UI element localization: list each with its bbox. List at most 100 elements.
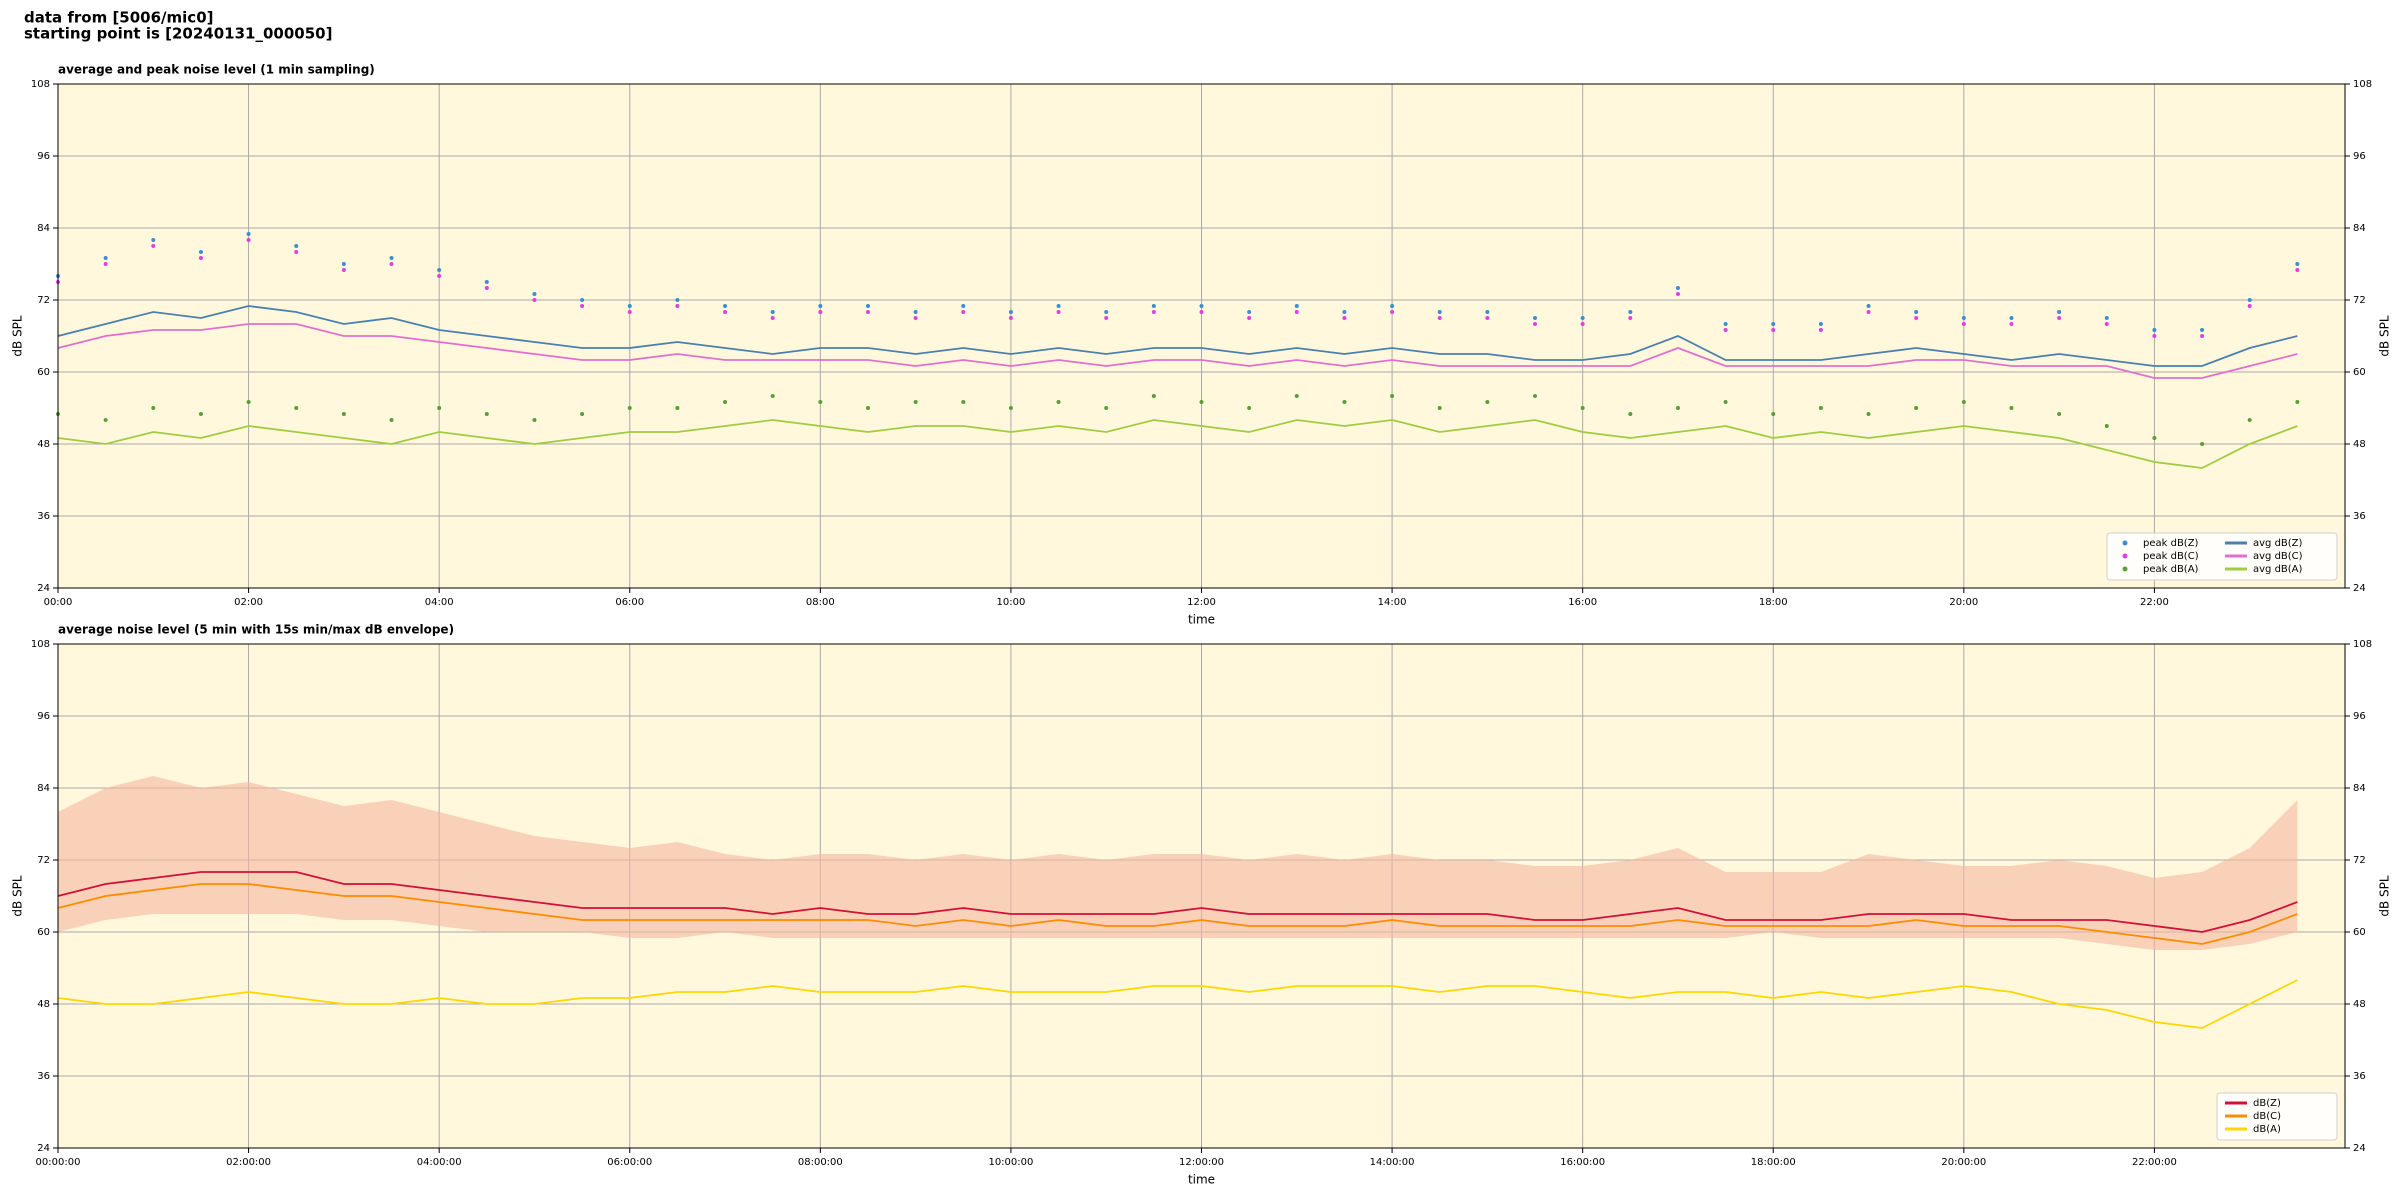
series-line [57,883,2298,945]
peak-point [1771,328,1776,332]
peak-point [532,418,537,422]
peak-point [818,310,823,314]
x-tick-label: 06:00:00 [607,1157,652,1168]
peak-point [1104,310,1109,314]
legend-swatch [2122,566,2128,572]
peak-point [1342,316,1347,320]
y-tick-label: 72 [2353,855,2366,866]
y-tick-label: 60 [2353,927,2366,938]
peak-point [1008,316,1013,320]
legend-label: avg dB(A) [2253,564,2303,575]
peak-point [580,412,585,416]
x-tick-label: 22:00:00 [2132,1157,2177,1168]
peak-point [627,310,632,314]
peak-point [246,400,251,404]
x-tick-label: 10:00:00 [988,1157,1033,1168]
y-tick-label: 96 [2353,151,2366,162]
x-tick-label: 18:00:00 [1751,1157,1796,1168]
envelope-area [58,776,2298,950]
peak-point [246,238,251,242]
peak-point [484,412,489,416]
x-tick-label: 04:00:00 [417,1157,462,1168]
peak-point [1247,316,1252,320]
legend-label: avg dB(C) [2253,551,2303,562]
peak-point [2295,400,2300,404]
y-axis-label: dB SPL [2378,315,2392,357]
peak-point [913,400,918,404]
y-tick-label: 48 [2353,439,2366,450]
series-line [57,871,2298,933]
peak-point [1628,412,1633,416]
peak-point [2152,328,2157,332]
y-tick-label: 48 [37,999,50,1010]
y-tick-label: 72 [2353,295,2366,306]
peak-point [437,406,442,410]
series-line [57,979,2298,1029]
peak-point [1199,400,1204,404]
peak-point [865,406,870,410]
legend-label: peak dB(C) [2143,551,2199,562]
peak-point [1771,412,1776,416]
series-line [57,323,2298,379]
peak-point [1390,304,1395,308]
header-line: starting point is [20240131_000050] [24,25,332,43]
peak-point [1580,316,1585,320]
legend-label: dB(Z) [2253,1098,2281,1109]
peak-point [1723,328,1728,332]
y-tick-label: 60 [37,367,50,378]
plot-frame [57,643,2346,1149]
peak-point [818,304,823,308]
peak-point [2009,406,2014,410]
peak-point [2152,334,2157,338]
peak-point [2057,310,2062,314]
peak-point [961,400,966,404]
header-line: data from [5006/mic0] [24,9,214,27]
y-tick-label: 108 [31,639,50,650]
y-tick-label: 96 [37,711,50,722]
peak-point [1533,322,1538,326]
peak-point [1818,406,1823,410]
x-tick-label: 16:00:00 [1560,1157,1605,1168]
y-tick-label: 84 [2353,223,2366,234]
peak-point [675,304,680,308]
peak-point [770,310,775,314]
peak-point [1390,310,1395,314]
x-tick-label: 14:00:00 [1370,1157,1415,1168]
y-tick-label: 36 [2353,1071,2366,1082]
peak-point [1866,412,1871,416]
legend-label: dB(C) [2253,1111,2281,1122]
peak-point [2295,268,2300,272]
peak-point [341,412,346,416]
x-axis-label: time [1188,613,1215,627]
peak-point [389,256,394,260]
peak-point [1056,304,1061,308]
peak-point [103,256,108,260]
peak-point [1580,322,1585,326]
peak-point [1961,322,1966,326]
peak-point [1390,394,1395,398]
x-tick-label: 06:00 [615,597,644,608]
peak-point [961,304,966,308]
peak-point [1247,406,1252,410]
peak-point [1104,406,1109,410]
chart-title: average and peak noise level (1 min samp… [58,63,375,77]
peak-point [2200,328,2205,332]
peak-point [2009,316,2014,320]
x-tick-label: 08:00:00 [798,1157,843,1168]
y-tick-label: 36 [2353,511,2366,522]
peak-point [675,298,680,302]
peak-point [1580,406,1585,410]
peak-point [818,400,823,404]
peak-point [1151,304,1156,308]
y-tick-label: 48 [37,439,50,450]
legend-swatch [2122,553,2128,559]
peak-point [1151,394,1156,398]
peak-point [1247,310,1252,314]
x-axis-label: time [1188,1173,1215,1187]
y-tick-label: 24 [2353,1143,2366,1154]
peak-point [484,286,489,290]
peak-point [1914,310,1919,314]
peak-point [484,280,489,284]
peak-point [1866,310,1871,314]
